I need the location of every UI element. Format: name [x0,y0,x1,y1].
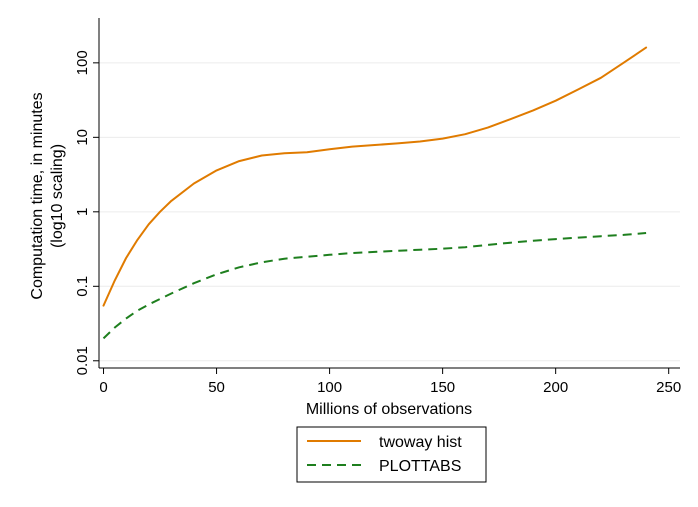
x-tick-label-5: 250 [656,379,681,396]
y-tick-label-3: 10 [74,129,91,146]
y-axis-title-line1: Computation time, in minutes [29,92,46,299]
series-line-plottabs [102,232,647,340]
y-tick-label-1: 0.1 [74,276,91,297]
y-axis-title-line2: (log10 scaling) [49,144,66,248]
y-tick-label-2: 1 [74,208,91,216]
legend: twoway hist PLOTTABS [296,426,487,483]
series-line-twoway-hist [102,46,648,307]
x-tick-label-3: 150 [430,379,455,396]
x-tick-label-1: 50 [208,379,225,396]
gridlines [99,62,680,362]
y-tick-label-4: 100 [74,50,91,75]
x-axis-title: Millions of observations [306,401,472,418]
y-tick-label-0: 0.01 [74,346,91,375]
legend-label-plottabs: PLOTTABS [379,458,461,475]
x-tick-label-0: 0 [99,379,107,396]
legend-box [296,426,487,483]
axes: 0.01 0.1 1 10 100 0 50 100 150 200 250 [74,18,681,396]
x-tick-label-4: 200 [543,379,568,396]
legend-label-twoway-hist: twoway hist [379,434,462,451]
x-tick-label-2: 100 [317,379,342,396]
series-lines [102,46,648,340]
